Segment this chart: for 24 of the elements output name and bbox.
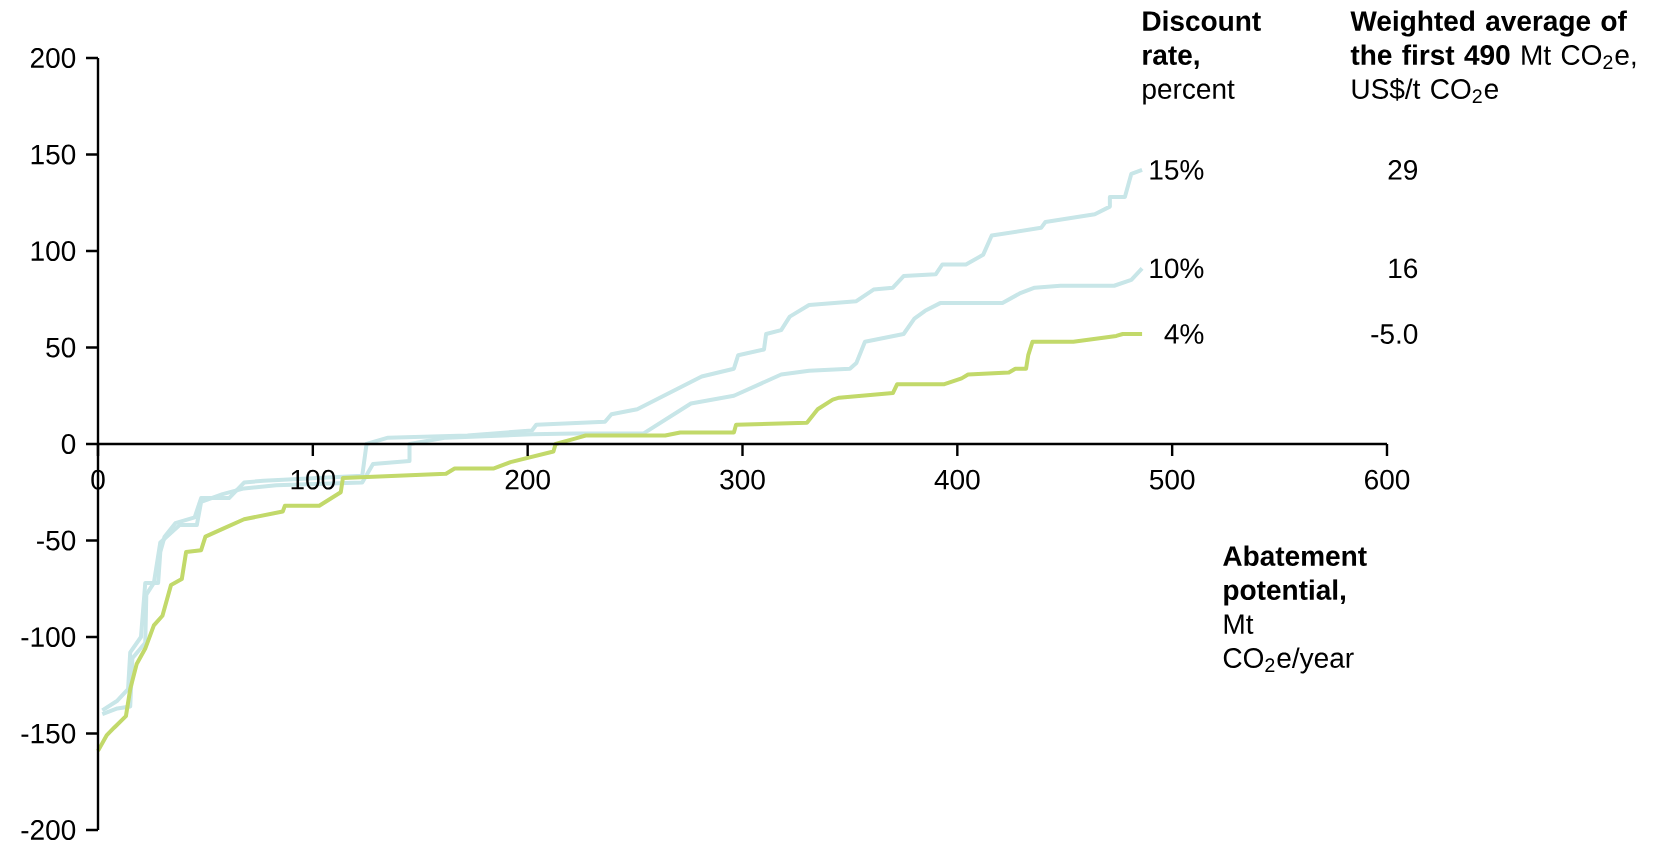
x-axis-title: Abatement potential, Mt CO$_{2}$e/year (1223, 545, 1367, 674)
y-tick-label: 50 (46, 337, 76, 358)
text: 16 (1389, 258, 1418, 279)
x-tick-label: 400 (934, 469, 980, 490)
y-tick-label: 0 (61, 434, 76, 454)
y-tick-label: 150 (31, 144, 76, 165)
series-label: 15% (1150, 160, 1204, 180)
x-tick-label: 600 (1365, 469, 1410, 490)
legend-title: Discount rate, percent (1143, 10, 1261, 105)
annotation: -5.0 (1371, 324, 1418, 344)
y-tick-label: -150 (21, 723, 76, 744)
y-tick-label: -100 (21, 627, 76, 647)
y-tick-label: 100 (31, 241, 76, 261)
y-tick-label: -50 (37, 530, 76, 551)
text: 29 (1388, 160, 1418, 180)
series-label: 4% (1164, 324, 1204, 344)
x-tick-label: 300 (720, 469, 765, 490)
x-tick-label: 500 (1149, 469, 1195, 490)
series-label: 10% (1150, 258, 1204, 279)
text: Weighted average of the first 490 Mt CO$_{2}$e, US$/t CO$_{2}$e (1350, 10, 1636, 103)
y-tick-label: -200 (21, 820, 76, 840)
x-tick-label: 200 (505, 469, 550, 490)
y-tick-label: 200 (30, 48, 76, 68)
x-tick-label: 100 (291, 469, 336, 490)
